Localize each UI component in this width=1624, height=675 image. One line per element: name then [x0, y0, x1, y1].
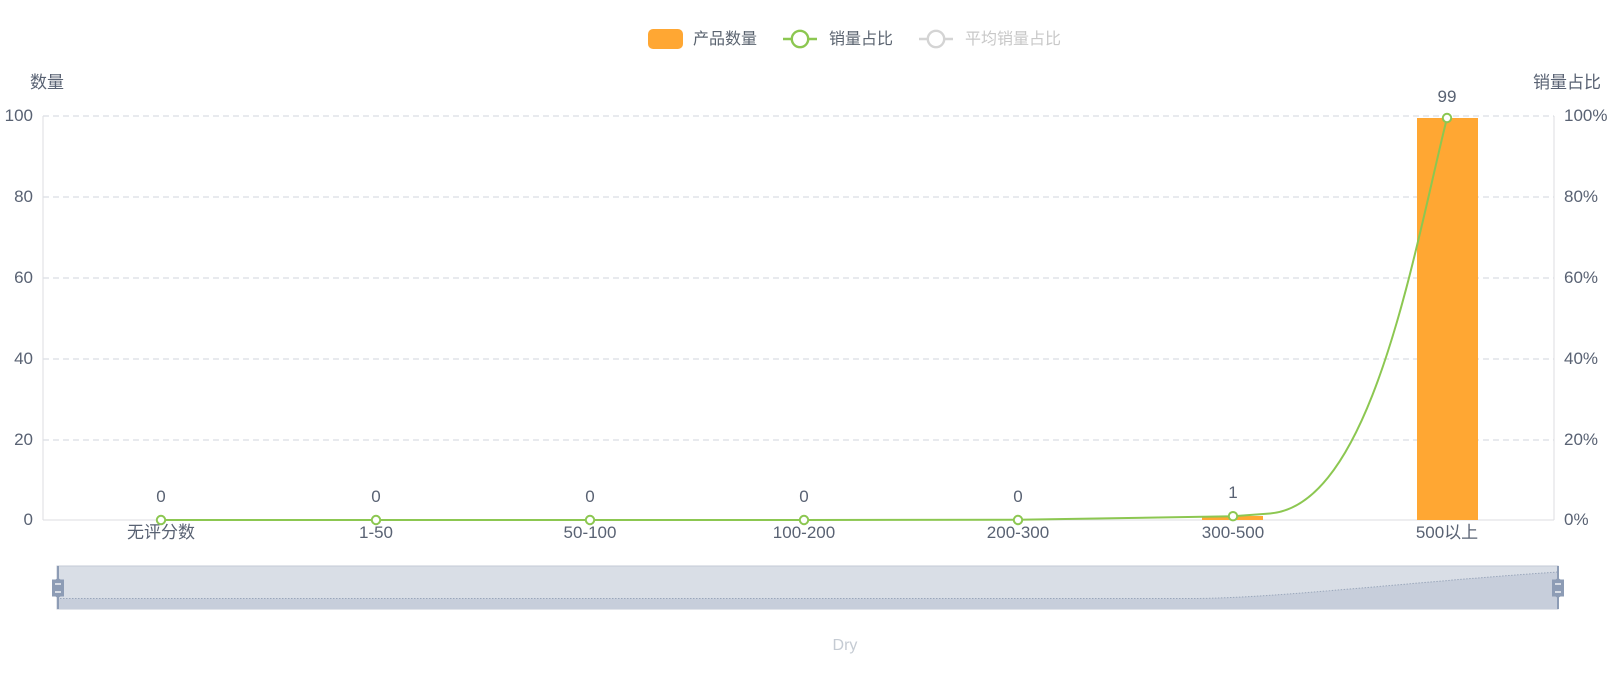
- svg-text:产品数量: 产品数量: [693, 30, 757, 48]
- svg-text:0: 0: [585, 487, 594, 506]
- svg-text:1-50: 1-50: [359, 523, 393, 542]
- svg-text:0: 0: [156, 487, 165, 506]
- svg-text:0: 0: [24, 510, 33, 529]
- svg-text:平均销量占比: 平均销量占比: [965, 30, 1061, 48]
- svg-text:20%: 20%: [1564, 430, 1598, 449]
- svg-text:20: 20: [14, 430, 33, 449]
- svg-text:99: 99: [1438, 87, 1457, 106]
- svg-text:500以上: 500以上: [1416, 523, 1478, 542]
- svg-text:100%: 100%: [1564, 106, 1607, 125]
- svg-text:300-500: 300-500: [1202, 523, 1264, 542]
- svg-text:80%: 80%: [1564, 187, 1598, 206]
- svg-text:40: 40: [14, 349, 33, 368]
- svg-text:0%: 0%: [1564, 510, 1589, 529]
- svg-text:数量: 数量: [30, 73, 64, 92]
- svg-text:40%: 40%: [1564, 349, 1598, 368]
- svg-text:100-200: 100-200: [773, 523, 835, 542]
- svg-text:0: 0: [1013, 487, 1022, 506]
- svg-text:60: 60: [14, 268, 33, 287]
- svg-text:销量占比: 销量占比: [1533, 73, 1601, 92]
- svg-text:1: 1: [1228, 483, 1237, 502]
- svg-text:0: 0: [799, 487, 808, 506]
- svg-text:100: 100: [5, 106, 33, 125]
- svg-text:无评分数: 无评分数: [127, 523, 195, 542]
- svg-text:0: 0: [371, 487, 380, 506]
- svg-text:Dry: Dry: [833, 637, 858, 654]
- svg-text:200-300: 200-300: [987, 523, 1049, 542]
- svg-text:销量占比: 销量占比: [829, 30, 893, 48]
- svg-text:60%: 60%: [1564, 268, 1598, 287]
- svg-text:50-100: 50-100: [564, 523, 617, 542]
- svg-text:80: 80: [14, 187, 33, 206]
